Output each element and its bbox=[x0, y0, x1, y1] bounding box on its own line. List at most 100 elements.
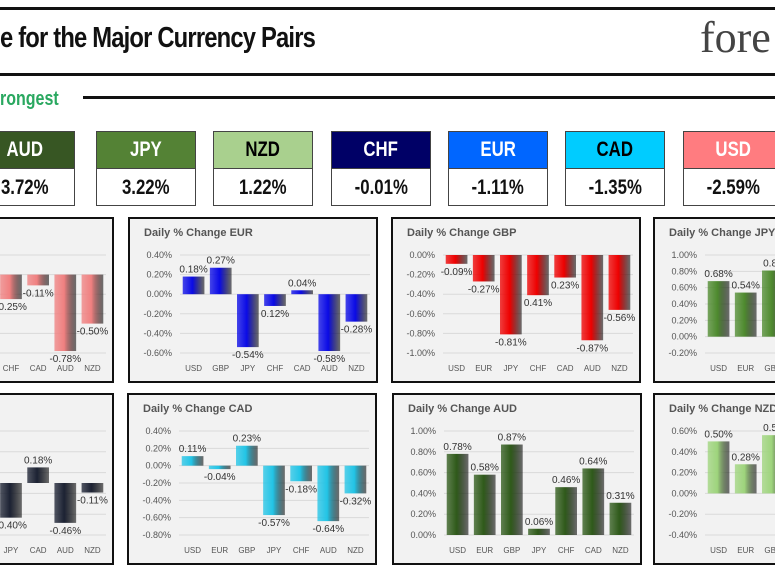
data-label: 0.18% bbox=[179, 265, 207, 276]
currency-change-text: -2.59% bbox=[706, 175, 760, 199]
x-tick-label: CHF bbox=[530, 364, 547, 373]
x-tick-label: CHF bbox=[558, 546, 575, 555]
data-label: -0.57% bbox=[258, 518, 290, 529]
currency-card-cad: CAD -1.35% bbox=[565, 131, 665, 206]
data-label: 0.12% bbox=[261, 309, 289, 320]
x-tick-label: GBP bbox=[503, 546, 520, 555]
bar-eur bbox=[734, 464, 757, 494]
x-tick-label: USD bbox=[449, 546, 466, 555]
bar-chf bbox=[527, 255, 549, 296]
chart-title: Daily % Change CAD bbox=[143, 403, 253, 415]
bar-chf bbox=[0, 274, 22, 300]
currency-change: 3.72% bbox=[0, 169, 74, 206]
y-tick-label: 0.20% bbox=[145, 443, 171, 453]
y-tick-label: 0.20% bbox=[671, 315, 697, 325]
y-tick-label: 0.20% bbox=[671, 468, 697, 478]
bar-gbp bbox=[209, 267, 232, 295]
data-label: -0.04% bbox=[204, 472, 236, 483]
daily-change-chart: Daily % Change NZD 0.60% 0.40% 0.20% 0.00% -0… bbox=[653, 393, 775, 565]
x-tick-label: AUD bbox=[321, 364, 338, 373]
data-label: 0.56 bbox=[763, 423, 775, 434]
bar-chf bbox=[290, 465, 312, 482]
bar-jpy bbox=[500, 255, 522, 335]
bar-cad bbox=[554, 255, 576, 278]
x-tick-label: AUD bbox=[57, 364, 74, 373]
bar-usd bbox=[445, 255, 468, 264]
bar-eur bbox=[473, 474, 496, 535]
y-tick-label: 0.40% bbox=[410, 488, 436, 498]
currency-change: 3.22% bbox=[97, 169, 195, 206]
data-label: 0.64% bbox=[579, 456, 607, 467]
x-tick-label: USD bbox=[185, 364, 202, 373]
x-tick-label: JPY bbox=[241, 364, 256, 373]
chart-title: Daily % Change JPY bbox=[669, 227, 775, 239]
data-label: 0.31% bbox=[606, 491, 634, 502]
daily-change-chart: -0.25% CHF -0.11% CAD-0.78%AUD -0.50% NZD bbox=[0, 217, 114, 383]
x-tick-label: USD bbox=[710, 546, 727, 555]
data-label: 0.06% bbox=[525, 517, 553, 528]
x-tick-label: AUD bbox=[320, 546, 337, 555]
x-tick-label: CAD bbox=[585, 546, 602, 555]
data-label: 0.18% bbox=[24, 455, 52, 466]
data-label: 0.11% bbox=[179, 444, 207, 455]
bar-chf bbox=[264, 294, 286, 306]
y-tick-label: 0.00% bbox=[409, 250, 435, 260]
bar-cad bbox=[291, 290, 313, 295]
y-tick-label: -0.60% bbox=[142, 513, 171, 523]
currency-code: CHF bbox=[332, 132, 430, 169]
data-label: -0.54% bbox=[232, 350, 264, 361]
bar-cad bbox=[582, 468, 605, 535]
currency-code-text: CAD bbox=[596, 138, 634, 161]
x-tick-label: USD bbox=[448, 364, 465, 373]
y-tick-label: 0.40% bbox=[671, 299, 697, 309]
y-tick-label: -0.60% bbox=[143, 348, 172, 358]
forexlive-logo: fore bbox=[700, 13, 771, 62]
x-tick-label: EUR bbox=[476, 546, 493, 555]
data-label: 0.78% bbox=[443, 442, 471, 453]
bar-gbp bbox=[501, 444, 523, 535]
y-tick-label: 0.80% bbox=[671, 266, 697, 276]
currency-card-usd: USD -2.59% bbox=[683, 131, 775, 206]
x-tick-label: NZD bbox=[612, 546, 629, 555]
currency-code-text: NZD bbox=[245, 138, 281, 161]
y-tick-label: 1.00% bbox=[671, 250, 697, 260]
y-tick-label: 0.60% bbox=[671, 426, 697, 436]
x-tick-label: GBP bbox=[764, 546, 775, 555]
daily-change-chart: Daily % Change CAD 0.40% 0.20% 0.00% -0.20% -… bbox=[127, 393, 377, 565]
currency-code: CAD bbox=[566, 132, 664, 169]
chart-title: Daily % Change GBP bbox=[407, 227, 517, 239]
y-tick-label: -0.20% bbox=[668, 348, 697, 358]
bar-aud bbox=[581, 255, 604, 341]
y-tick-label: 0.60% bbox=[671, 283, 697, 293]
currency-card-nzd: NZD 1.22% bbox=[213, 131, 313, 206]
chart-title: Daily % Change NZD bbox=[669, 403, 775, 415]
data-label: -0.58% bbox=[313, 354, 345, 365]
x-tick-label: CAD bbox=[30, 364, 47, 373]
y-tick-label: -0.40% bbox=[142, 495, 171, 505]
y-tick-label: 0.00% bbox=[146, 289, 172, 299]
data-label: 0.87% bbox=[498, 433, 526, 444]
currency-code: NZD bbox=[214, 132, 312, 169]
bar-usd bbox=[181, 456, 204, 466]
bar-aud bbox=[54, 483, 77, 523]
data-label: 0.23% bbox=[233, 434, 261, 445]
data-label: -0.25% bbox=[0, 302, 27, 313]
bar-eur bbox=[734, 292, 757, 337]
data-label: 0.46% bbox=[552, 475, 580, 486]
page-title: e for the Major Currency Pairs bbox=[0, 22, 316, 54]
y-tick-label: -0.80% bbox=[142, 530, 171, 540]
y-tick-label: -0.40% bbox=[406, 289, 435, 299]
currency-code-text: EUR bbox=[480, 138, 516, 161]
x-tick-label: NZD bbox=[84, 546, 101, 555]
bar-jpy bbox=[0, 483, 22, 518]
currency-change-text: 3.72% bbox=[1, 175, 49, 199]
data-label: 0.68% bbox=[704, 269, 732, 280]
currency-change-text: -1.35% bbox=[588, 175, 642, 199]
y-tick-label: 0.40% bbox=[145, 426, 171, 436]
currency-change-text: 3.22% bbox=[122, 175, 170, 199]
y-tick-label: -0.40% bbox=[143, 328, 172, 338]
data-label: -0.09% bbox=[441, 267, 473, 278]
y-tick-label: -0.20% bbox=[142, 478, 171, 488]
bar-nzd bbox=[344, 465, 367, 494]
